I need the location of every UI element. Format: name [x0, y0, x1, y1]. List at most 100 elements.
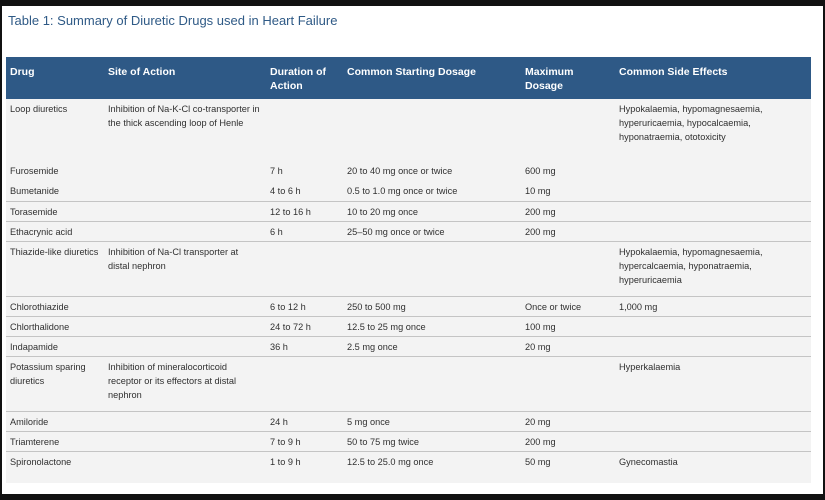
- table-row: Amiloride 24 h 5 mg once 20 mg: [6, 411, 811, 432]
- table-row: Torasemide 12 to 16 h 10 to 20 mg once 2…: [6, 200, 811, 222]
- cell-maximum-dosage: 20 mg: [521, 411, 615, 432]
- header-row: Drug Site of Action Duration of Action C…: [6, 57, 811, 99]
- cell-maximum-dosage: 50 mg: [525, 456, 551, 467]
- cell-side-effects: [615, 431, 811, 452]
- cell-drug: Chlorthalidone: [6, 316, 104, 337]
- header-side-effects: Common Side Effects: [619, 66, 728, 78]
- cell-starting-dosage: 5 mg once: [343, 411, 521, 432]
- cell-duration: [266, 241, 343, 296]
- cell-side-effects: Gynecomastia: [619, 456, 678, 467]
- table-title: Table 1: Summary of Diuretic Drugs used …: [8, 13, 338, 28]
- top-border: [0, 0, 825, 6]
- cell-starting-dosage: 12.5 to 25 mg once: [343, 316, 521, 337]
- cell-starting-dosage: 20 to 40 mg once or twice: [347, 166, 453, 176]
- table-row: Triamterene 7 to 9 h 50 to 75 mg twice 2…: [6, 431, 811, 452]
- cell-drug: Furosemide: [10, 166, 59, 176]
- cell-side-effects: [615, 200, 811, 222]
- left-border: [0, 0, 2, 500]
- cell-drug: Bumetanide: [10, 186, 60, 196]
- cell-maximum-dosage: Once or twice: [521, 295, 615, 317]
- cell-site: [104, 221, 266, 242]
- cell-drug: Chlorothiazide: [6, 295, 104, 317]
- cell-site: Inhibition of Na-K-Cl co-transporter in …: [108, 104, 260, 128]
- cell-side-effects: Hypokalaemia, hypomagnesaemia, hypercalc…: [619, 246, 763, 285]
- cell-starting-dosage: [343, 99, 521, 161]
- right-border: [823, 0, 825, 500]
- cell-drug: Loop diuretics: [10, 104, 68, 114]
- cell-maximum-dosage: [521, 99, 615, 161]
- cell-duration: 24 h: [266, 411, 343, 432]
- cell-starting-dosage: 10 to 20 mg once: [343, 200, 521, 222]
- cell-duration: 1 to 9 h: [270, 456, 301, 467]
- cell-side-effects: [615, 181, 811, 201]
- cell-side-effects: 1,000 mg: [615, 295, 811, 317]
- diuretic-table: Drug Site of Action Duration of Action C…: [6, 57, 811, 471]
- table-row: Chlorthalidone 24 to 72 h 12.5 to 25 mg …: [6, 316, 811, 337]
- table-row: Ethacrynic acid 6 h 25–50 mg once or twi…: [6, 221, 811, 242]
- cell-duration: 7 to 9 h: [266, 431, 343, 452]
- cell-drug: Torasemide: [6, 200, 104, 222]
- table-row: Chlorothiazide 6 to 12 h 250 to 500 mg O…: [6, 295, 811, 317]
- cell-maximum-dosage: 200 mg: [521, 431, 615, 452]
- header-duration: Duration of Action: [270, 66, 326, 92]
- table-row: Loop diuretics Inhibition of Na-K-Cl co-…: [6, 99, 811, 161]
- cell-drug: Spironolactone: [10, 456, 72, 467]
- cell-duration: [266, 99, 343, 161]
- cell-side-effects: [615, 161, 811, 181]
- cell-drug: Indapamide: [6, 336, 104, 357]
- header-starting-dosage: Common Starting Dosage: [347, 66, 476, 78]
- cell-duration: 12 to 16 h: [266, 200, 343, 222]
- cell-drug: Triamterene: [6, 431, 104, 452]
- cell-maximum-dosage: 100 mg: [521, 316, 615, 337]
- cell-maximum-dosage: 10 mg: [525, 186, 551, 196]
- cell-maximum-dosage: [521, 356, 615, 412]
- cell-drug: Thiazide-like diuretics: [10, 246, 99, 257]
- cell-starting-dosage: [343, 241, 521, 296]
- cell-side-effects: [615, 411, 811, 432]
- cell-side-effects: Hyperkalaemia: [615, 356, 811, 412]
- cell-duration: [266, 356, 343, 412]
- cell-site: [104, 181, 266, 201]
- cell-duration: 4 to 6 h: [270, 186, 301, 196]
- cell-site: [104, 411, 266, 432]
- table-row: Bumetanide 4 to 6 h 0.5 to 1.0 mg once o…: [6, 181, 811, 201]
- cell-starting-dosage: 12.5 to 25.0 mg once: [347, 456, 434, 467]
- cell-maximum-dosage: 20 mg: [521, 336, 615, 357]
- cell-site: [104, 451, 266, 471]
- cell-site: [104, 161, 266, 181]
- table-container: Drug Site of Action Duration of Action C…: [6, 57, 811, 483]
- cell-starting-dosage: 0.5 to 1.0 mg once or twice: [347, 186, 458, 196]
- table-row: Potassium sparing diuretics Inhibition o…: [6, 356, 811, 412]
- cell-duration: 36 h: [266, 336, 343, 357]
- cell-site: [104, 295, 266, 317]
- header-drug: Drug: [10, 66, 35, 78]
- cell-duration: 7 h: [270, 166, 283, 176]
- cell-maximum-dosage: [521, 241, 615, 296]
- cell-site: [104, 336, 266, 357]
- table-row: Indapamide 36 h 2.5 mg once 20 mg: [6, 336, 811, 357]
- table-row: Spironolactone 1 to 9 h 12.5 to 25.0 mg …: [6, 451, 811, 471]
- header-maximum-dosage: Maximum Dosage: [525, 66, 574, 92]
- cell-drug: Amiloride: [6, 411, 104, 432]
- cell-site: [104, 431, 266, 452]
- cell-duration: 24 to 72 h: [266, 316, 343, 337]
- cell-drug: Ethacrynic acid: [6, 221, 104, 242]
- cell-side-effects: [615, 316, 811, 337]
- cell-site: [104, 200, 266, 222]
- cell-starting-dosage: 50 to 75 mg twice: [343, 431, 521, 452]
- bottom-border: [0, 494, 825, 500]
- cell-starting-dosage: 250 to 500 mg: [343, 295, 521, 317]
- table-row: Furosemide 7 h 20 to 40 mg once or twice…: [6, 161, 811, 181]
- cell-duration: 6 h: [266, 221, 343, 242]
- cell-drug: Potassium sparing diuretics: [6, 356, 104, 412]
- cell-side-effects: Hypokalaemia, hypomagnesaemia, hyperuric…: [619, 104, 763, 142]
- cell-maximum-dosage: 200 mg: [521, 221, 615, 242]
- header-site: Site of Action: [108, 66, 176, 78]
- cell-duration: 6 to 12 h: [266, 295, 343, 317]
- cell-site: Inhibition of Na-Cl transporter at dista…: [108, 246, 239, 271]
- cell-starting-dosage: 2.5 mg once: [343, 336, 521, 357]
- cell-site: [104, 316, 266, 337]
- table-row: Thiazide-like diuretics Inhibition of Na…: [6, 241, 811, 296]
- cell-site: Inhibition of mineralocorticoid receptor…: [104, 356, 266, 412]
